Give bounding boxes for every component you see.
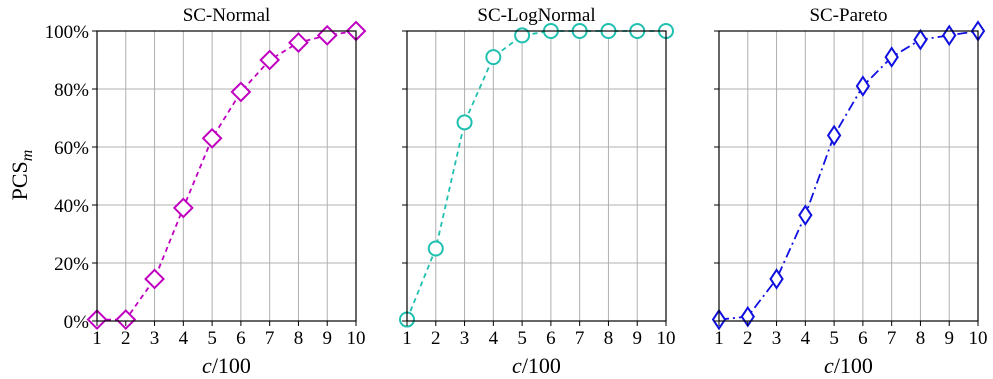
plot-frame — [718, 30, 979, 322]
y-tick-label: 0% — [64, 312, 90, 333]
chart-panel-1: 1 2 3 4 5 6 7 8 9 100%20%40%60%80%100%SC-Normalc/… — [45, 5, 367, 378]
data-point — [259, 49, 281, 71]
x-axis-label-var: c — [202, 353, 212, 378]
y-tick-label: 100% — [45, 22, 90, 43]
data-point — [230, 81, 252, 103]
x-axis-label-rest: /100 — [522, 353, 561, 378]
panel-title: SC-LogNormal — [477, 5, 595, 26]
plot-frame — [406, 30, 667, 322]
x-tick-label: 3 — [460, 328, 470, 349]
data-point — [942, 24, 957, 47]
plot-frame — [96, 30, 357, 322]
data-point — [172, 197, 194, 219]
data-point — [456, 114, 473, 131]
x-tick-label: 4 — [179, 328, 189, 349]
data-point — [316, 24, 338, 46]
x-tick-label: 5 — [207, 328, 217, 349]
panel-title: SC-Pareto — [809, 5, 887, 26]
data-point — [798, 204, 813, 226]
x-tick-label: 10 — [657, 328, 676, 349]
x-tick-label: 1 — [714, 328, 724, 349]
data-point — [913, 28, 928, 51]
x-tick-label: 9 — [944, 328, 954, 349]
x-tick-label: 2 — [743, 328, 753, 349]
y-axis-label-main: PCS — [7, 161, 32, 200]
x-axis-label-var: c — [512, 353, 522, 378]
x-tick-label: 7 — [265, 328, 275, 349]
x-tick-label: 4 — [801, 328, 811, 349]
data-point — [485, 49, 502, 66]
x-tick-label: 9 — [322, 328, 332, 349]
data-point — [201, 127, 223, 149]
data-point — [144, 268, 165, 290]
x-tick-label: 10 — [347, 328, 366, 349]
x-tick-label: 5 — [829, 328, 839, 349]
x-axis-label: c/100 — [824, 353, 873, 378]
series-line — [718, 30, 979, 321]
x-tick-label: 3 — [772, 328, 782, 349]
x-tick-label: 7 — [887, 328, 897, 349]
series-line — [406, 30, 666, 320]
x-tick-label: 3 — [150, 328, 160, 349]
x-tick-label: 9 — [632, 328, 642, 349]
x-axis-label-rest: /100 — [212, 353, 251, 378]
data-point — [427, 240, 444, 257]
x-axis-label-var: c — [824, 353, 834, 378]
series-line — [97, 30, 357, 321]
x-tick-label: 8 — [916, 328, 926, 349]
y-axis-label: PCSm — [7, 150, 36, 201]
x-tick-label: 8 — [294, 328, 304, 349]
data-point — [514, 27, 531, 44]
x-tick-label: 2 — [121, 328, 131, 349]
x-axis-label: c/100 — [512, 353, 561, 378]
grid — [407, 31, 666, 321]
x-axis-label: c/100 — [202, 353, 251, 378]
x-axis-label-rest: /100 — [834, 353, 873, 378]
x-tick-label: 4 — [489, 328, 499, 349]
panels: 1 2 3 4 5 6 7 8 9 100%20%40%60%80%100%SC-Normalc/… — [45, 5, 988, 378]
y-axis-label-sub: m — [19, 150, 36, 162]
x-tick-label: 6 — [858, 328, 868, 349]
data-point — [769, 268, 784, 290]
y-tick-label: 60% — [54, 138, 89, 159]
data-point — [115, 309, 137, 330]
x-tick-label: 6 — [546, 328, 556, 349]
data-point — [855, 75, 871, 97]
grid — [719, 31, 978, 321]
chart-panel-2: 1 2 3 4 5 6 7 8 9 10 SC-LogNormal c/100 — [399, 5, 676, 378]
x-tick-label: 6 — [236, 328, 246, 349]
data-point — [884, 46, 899, 68]
chart-panel-3: 1 2 3 4 5 6 7 8 9 10 SC-Pareto c/100 — [711, 5, 988, 378]
grid — [97, 31, 356, 321]
x-tick-label: 8 — [604, 328, 614, 349]
y-tick-label: 40% — [54, 196, 89, 217]
x-tick-label: 1 — [402, 328, 412, 349]
x-tick-label: 7 — [575, 328, 585, 349]
x-tick-label: 2 — [431, 328, 441, 349]
data-point — [826, 124, 842, 147]
x-tick-label: 5 — [517, 328, 527, 349]
panel-title: SC-Normal — [183, 5, 271, 26]
x-tick-label: 10 — [969, 328, 988, 349]
y-tick-label: 20% — [54, 254, 89, 275]
data-point — [288, 32, 309, 54]
y-tick-label: 80% — [54, 80, 89, 101]
x-tick-label: 1 — [92, 328, 102, 349]
